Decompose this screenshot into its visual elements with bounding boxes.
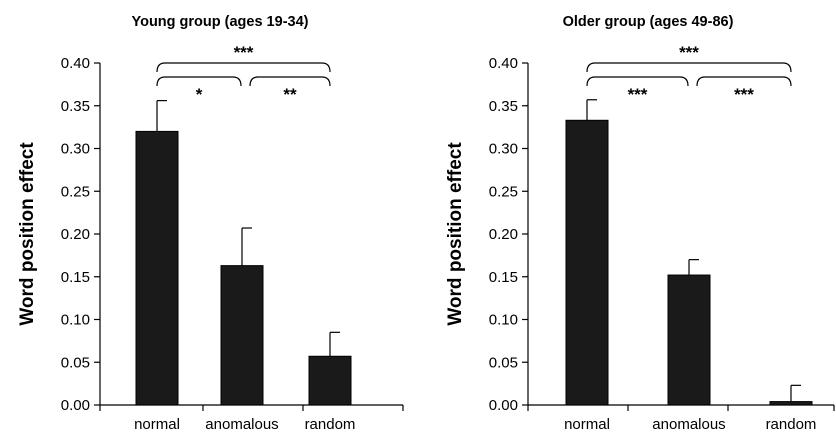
y-tick-label: 0.05	[61, 354, 90, 371]
y-tick-label: 0.25	[489, 183, 518, 200]
y-tick-label: 0.30	[61, 141, 90, 158]
y-tick-label: 0.10	[61, 312, 90, 329]
significance-bracket	[586, 76, 689, 87]
significance-label: ***	[734, 85, 754, 104]
x-category-label: normal	[564, 416, 610, 433]
significance-label: ***	[679, 43, 699, 62]
x-category-label: random	[305, 416, 356, 433]
significance-bracket	[249, 76, 331, 87]
significance-bracket	[586, 62, 792, 73]
y-tick-label: 0.40	[489, 55, 518, 72]
y-axis-label: Word position effect	[17, 142, 38, 326]
y-tick-label: 0.35	[489, 98, 518, 115]
x-category-label: anomalous	[652, 416, 725, 433]
significance-bracket	[156, 62, 331, 73]
y-tick-label: 0.15	[489, 269, 518, 286]
bar-random	[308, 355, 352, 406]
y-tick-label: 0.25	[61, 183, 90, 200]
bar-anomalous	[667, 274, 711, 406]
x-category-label: normal	[134, 416, 180, 433]
y-axis-label: Word position effect	[445, 142, 466, 326]
significance-bracket	[156, 76, 242, 87]
y-tick-label: 0.00	[489, 397, 518, 414]
y-tick-label: 0.15	[61, 269, 90, 286]
x-category-label: anomalous	[205, 416, 278, 433]
significance-label: **	[283, 85, 297, 104]
y-tick-label: 0.40	[61, 55, 90, 72]
significance-label: ***	[234, 43, 254, 62]
x-category-label: random	[766, 416, 817, 433]
y-tick-label: 0.20	[489, 226, 518, 243]
chart-title: Older group (ages 49-86)	[563, 14, 734, 30]
significance-label: *	[196, 85, 203, 104]
chart-title: Young group (ages 19-34)	[132, 14, 309, 30]
y-tick-label: 0.30	[489, 141, 518, 158]
y-tick-label: 0.10	[489, 312, 518, 329]
bar-normal	[135, 130, 179, 406]
y-tick-label: 0.20	[61, 226, 90, 243]
bar-normal	[565, 119, 609, 406]
bar-anomalous	[220, 265, 264, 406]
bar-random	[769, 401, 813, 406]
y-tick-label: 0.35	[61, 98, 90, 115]
significance-bracket	[696, 76, 792, 87]
y-tick-label: 0.00	[61, 397, 90, 414]
y-tick-label: 0.05	[489, 354, 518, 371]
significance-label: ***	[628, 85, 648, 104]
